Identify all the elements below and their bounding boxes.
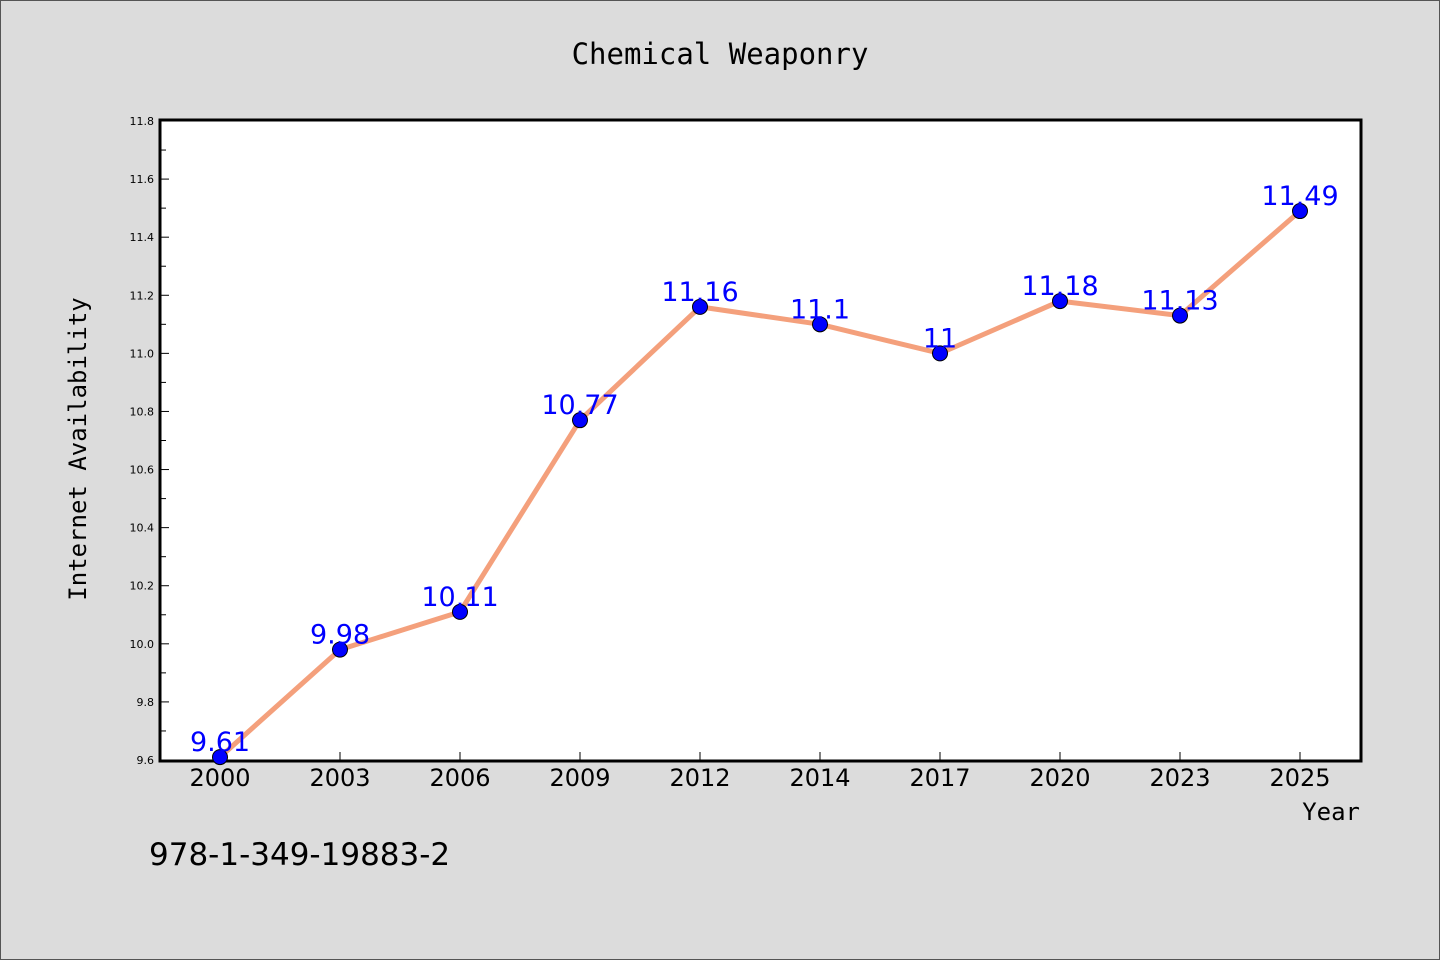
data-labels: 9.61 9.98 10.11 10.77 11.16 11.1 11 11.18 11.13 1… — [190, 181, 1339, 758]
data-point — [332, 641, 348, 658]
y-tick-label: 10.8 — [130, 405, 155, 418]
series-markers — [212, 203, 1308, 766]
data-point — [212, 749, 228, 766]
data-label: 11.16 — [661, 277, 738, 308]
data-point — [1292, 203, 1308, 220]
x-tick-label: 2020 — [1029, 764, 1090, 792]
y-tick-label: 11.2 — [130, 289, 155, 302]
y-axis-label: Internet Availability — [64, 297, 92, 600]
data-label: 11.1 — [790, 294, 850, 325]
y-tick-label: 10.0 — [130, 638, 155, 651]
data-point — [692, 298, 708, 315]
x-tick-label: 2009 — [549, 764, 610, 792]
x-axis: 2000 2003 2006 2009 2012 2014 2017 2020 2023 2025 — [189, 752, 1331, 792]
data-point — [572, 412, 588, 429]
data-label: 11.49 — [1261, 181, 1338, 212]
data-point — [1052, 293, 1068, 310]
data-label: 9.61 — [190, 727, 250, 758]
x-tick-label: 2006 — [429, 764, 490, 792]
y-tick-label: 11.0 — [130, 347, 155, 360]
data-label: 10.11 — [421, 582, 498, 613]
data-label: 11.13 — [1141, 286, 1218, 317]
x-tick-label: 2025 — [1269, 764, 1330, 792]
x-tick-label: 2023 — [1149, 764, 1210, 792]
x-tick-label: 2017 — [909, 764, 970, 792]
data-point — [932, 345, 948, 362]
plot-area — [158, 118, 1363, 763]
y-tick-label: 10.6 — [130, 464, 155, 477]
y-axis: 9.6 9.8 10.0 10.2 10.4 10.6 10.8 11.0 11.2 11.4 11… — [130, 115, 169, 767]
y-tick-label: 10.4 — [130, 522, 155, 535]
chart-title: Chemical Weaponry — [572, 37, 869, 71]
x-axis-label: Year — [1302, 798, 1360, 826]
data-label: 11 — [923, 323, 957, 354]
y-tick-label: 11.6 — [130, 173, 155, 186]
series-line — [217, 208, 1303, 760]
isbn-text: 978-1-349-19883-2 — [149, 837, 450, 873]
data-label: 9.98 — [310, 620, 370, 651]
x-tick-label: 2000 — [189, 764, 250, 792]
x-tick-label: 2012 — [669, 764, 730, 792]
data-point — [812, 316, 828, 333]
x-tick-label: 2003 — [309, 764, 370, 792]
y-tick-label: 10.2 — [130, 580, 155, 593]
data-label: 11.18 — [1021, 271, 1098, 302]
data-point — [1172, 307, 1188, 324]
y-tick-label: 11.4 — [130, 231, 155, 244]
y-tick-label: 11.8 — [130, 115, 155, 128]
y-tick-label: 9.8 — [137, 696, 155, 709]
data-point — [452, 603, 468, 620]
data-label: 10.77 — [541, 390, 618, 421]
x-tick-label: 2014 — [789, 764, 850, 792]
y-tick-label: 9.6 — [137, 754, 155, 767]
